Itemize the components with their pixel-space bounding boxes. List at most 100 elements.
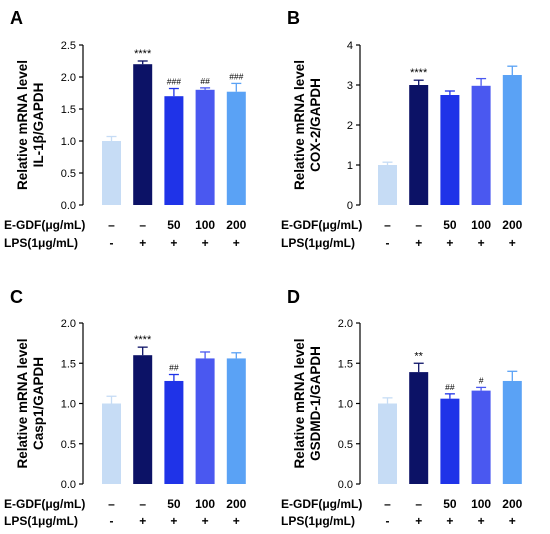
panel-b-bar	[378, 165, 397, 205]
panel-b-egdf-cell: 100	[471, 218, 491, 232]
panel-a-egdf-label: E-GDF(μg/mL)	[4, 218, 85, 232]
panel-c-lps-cell: +	[233, 514, 240, 528]
panel-c-egdf-cell: 200	[226, 497, 246, 511]
panel-b-significance: ****	[410, 67, 428, 79]
panel-c-y-tick-label: 1.0	[61, 399, 76, 411]
panel-a-bar	[195, 89, 215, 205]
panel-c-lps-label: LPS(1μg/mL)	[4, 514, 78, 528]
panel-a-lps-cell: +	[139, 236, 146, 250]
panel-c-ylabel-line2: Casp1/GAPDH	[31, 357, 46, 450]
panel-c-egdf-cell: 100	[195, 497, 215, 511]
panel-c-lps-cell: -	[110, 514, 114, 528]
panel-d-lps-cell: -	[386, 514, 390, 528]
panel-c-bar	[226, 358, 246, 484]
panel-a-ylabel-line1: Relative mRNA level	[15, 60, 30, 190]
panel-d-y-tick-label: 2.0	[338, 318, 353, 330]
panel-c-bar	[102, 403, 121, 484]
panel-b-lps-cell: -	[386, 236, 390, 250]
panel-b-egdf-label: E-GDF(μg/mL)	[281, 218, 362, 232]
panel-b-bar	[409, 85, 429, 205]
panel-c-y-tick-label: 2.0	[61, 318, 76, 330]
panel-a-lps-cell: +	[202, 236, 209, 250]
panel-a-significance: ****	[134, 48, 152, 60]
panel-b-egdf-cell: 50	[443, 218, 457, 232]
panel-b-y-tick-label: 1	[347, 160, 353, 172]
panel-a-label: A	[10, 8, 23, 28]
panel-d-bar	[471, 390, 491, 484]
panel-c-lps-cell: +	[202, 514, 209, 528]
panel-b-lps-cell: +	[509, 236, 516, 250]
panel-a-bar	[102, 141, 121, 205]
panel-b-bar	[471, 85, 491, 205]
panel-a-bar	[133, 64, 153, 205]
panel-b-lps-cell: +	[478, 236, 485, 250]
panel-a-egdf-cell: 100	[195, 218, 215, 232]
panel-b-bar	[440, 95, 460, 205]
panel-b-y-tick-label: 4	[347, 40, 353, 52]
panel-a-y-tick-label: 1.5	[61, 104, 76, 116]
panel-a-y-tick-label: 0.0	[61, 200, 76, 212]
panel-a-significance: ##	[200, 76, 210, 86]
panel-b-egdf-cell: –	[384, 218, 391, 232]
panel-b-bar	[502, 75, 522, 205]
panel-c-egdf-cell: –	[139, 497, 146, 511]
panel-d-bar	[502, 380, 522, 484]
panel-d-lps-cell: +	[446, 514, 453, 528]
panel-c-egdf-cell: 50	[167, 497, 181, 511]
panel-d-egdf-cell: 100	[471, 497, 491, 511]
panel-c-bar	[164, 380, 184, 484]
panel-d-lps-cell: +	[509, 514, 516, 528]
panel-d-ylabel-line1: Relative mRNA level	[292, 338, 307, 468]
panel-c-ylabel-line1: Relative mRNA level	[15, 338, 30, 468]
panel-d-y-tick-label: 0.5	[338, 439, 353, 451]
panel-c-y-tick-label: 0.0	[61, 479, 76, 491]
panel-c-label: C	[10, 287, 23, 307]
panel-a-bar	[164, 96, 184, 205]
panel-d-egdf-label: E-GDF(μg/mL)	[281, 497, 362, 511]
panel-a-lps-cell: +	[170, 236, 177, 250]
panel-b-ylabel-line1: Relative mRNA level	[292, 60, 307, 190]
panel-b-egdf-cell: 200	[502, 218, 522, 232]
panel-c-y-tick-label: 1.5	[61, 358, 76, 370]
panel-c-bar	[195, 358, 215, 484]
panel-b-ylabel-line2: COX-2/GAPDH	[308, 78, 323, 172]
panel-a-y-tick-label: 1.0	[61, 136, 76, 148]
panel-d-egdf-cell: 200	[502, 497, 522, 511]
panel-a-egdf-cell: 200	[226, 218, 246, 232]
panel-c-lps-cell: +	[170, 514, 177, 528]
panel-b-egdf-cell: –	[415, 218, 422, 232]
panel-d-bar	[440, 398, 460, 484]
panel-c-significance: ****	[134, 334, 152, 346]
panel-d-bar	[409, 372, 429, 484]
panel-c-significance: ##	[169, 363, 179, 373]
panel-d-lps-cell: +	[478, 514, 485, 528]
panel-d-egdf-cell: 50	[443, 497, 457, 511]
panel-a-egdf-cell: –	[108, 218, 115, 232]
panel-d-significance: **	[414, 350, 423, 362]
panel-a-egdf-cell: –	[139, 218, 146, 232]
panel-a-lps-cell: +	[233, 236, 240, 250]
panel-c-bar	[133, 355, 153, 484]
panel-b-lps-cell: +	[415, 236, 422, 250]
panel-d-label: D	[287, 287, 300, 307]
panel-b-lps-label: LPS(1μg/mL)	[281, 236, 355, 250]
panel-b-lps-cell: +	[446, 236, 453, 250]
panel-c-egdf-label: E-GDF(μg/mL)	[4, 497, 85, 511]
panel-a-ylabel-line2: IL-1β/GAPDH	[31, 83, 46, 168]
panel-d-egdf-cell: –	[415, 497, 422, 511]
panel-c-lps-cell: +	[139, 514, 146, 528]
panel-a-y-tick-label: 2.0	[61, 72, 76, 84]
panel-d-y-tick-label: 0.0	[338, 479, 353, 491]
panel-a-egdf-cell: 50	[167, 218, 181, 232]
panel-d-lps-cell: +	[415, 514, 422, 528]
panel-a-y-tick-label: 2.5	[61, 40, 76, 52]
panel-d-significance: #	[479, 375, 484, 385]
panel-a-lps-label: LPS(1μg/mL)	[4, 236, 78, 250]
panel-d-bar	[378, 403, 397, 484]
panel-a-bar	[226, 91, 246, 205]
panel-b-y-tick-label: 3	[347, 80, 353, 92]
panel-b-y-tick-label: 2	[347, 120, 353, 132]
panel-d-lps-label: LPS(1μg/mL)	[281, 514, 355, 528]
panel-d-egdf-cell: –	[384, 497, 391, 511]
